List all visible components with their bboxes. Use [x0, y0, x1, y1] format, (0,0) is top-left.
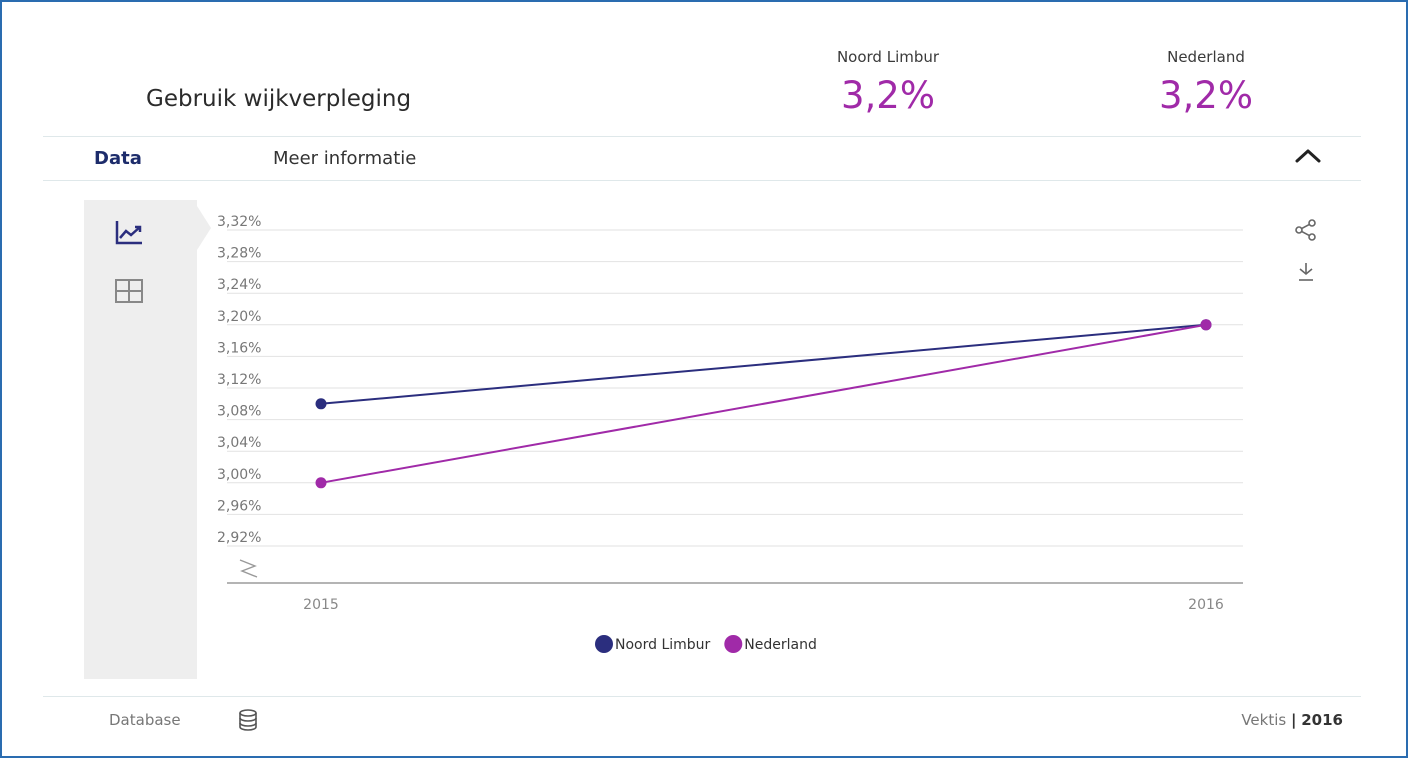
y-tick-label: 3,04% [217, 435, 261, 451]
y-tick-label: 3,16% [217, 340, 261, 356]
y-tick-label: 3,28% [217, 246, 261, 262]
chevron-up-icon[interactable] [1293, 143, 1323, 167]
stat-label: Nederland [1167, 48, 1245, 66]
x-tick-label: 2015 [303, 597, 339, 613]
credit-name: Vektis [1241, 711, 1287, 729]
y-tick-label: 3,08% [217, 404, 261, 420]
legend-swatch [724, 635, 743, 653]
y-tick-label: 3,20% [217, 309, 261, 325]
stat-noord-limbur: Noord Limbur 3,2% [803, 48, 973, 117]
x-tick-label: 2016 [1188, 597, 1224, 613]
share-icon[interactable] [1294, 218, 1318, 242]
stat-nederland: Nederland 3,2% [1121, 48, 1291, 117]
stat-value: 3,2% [1159, 74, 1253, 117]
data-point [315, 477, 327, 489]
y-tick-label: 3,00% [217, 467, 261, 483]
data-point [1200, 319, 1212, 331]
legend-label: Noord Limbur [615, 637, 711, 653]
stat-value: 3,2% [841, 74, 935, 117]
database-icon[interactable] [238, 709, 258, 731]
series-line [320, 323, 1207, 484]
tab-meer-informatie[interactable]: Meer informatie [273, 148, 417, 169]
tab-data[interactable]: Data [94, 148, 142, 169]
y-tick-label: 3,12% [217, 372, 261, 388]
credit-year: 2016 [1301, 711, 1343, 729]
y-tick-label: 2,92% [217, 530, 261, 546]
source-credit: Vektis | 2016 [1241, 711, 1343, 729]
line-chart: 3,32% 3,28% 3,24% 3,20% 3,16% 3,12% 3,08% 3,04%… [217, 214, 1243, 653]
series-line [320, 323, 1207, 405]
stat-label: Noord Limbur [836, 48, 940, 66]
axis-break-icon [239, 559, 258, 578]
download-icon[interactable] [1294, 260, 1318, 284]
card-footer: Database Vektis | 2016 [43, 696, 1361, 735]
credit-separator: | [1290, 711, 1297, 729]
database-label[interactable]: Database [109, 711, 181, 729]
y-tick-label: 3,32% [217, 214, 261, 230]
legend-swatch [595, 635, 613, 653]
indicator-card: Gebruik wijkverpleging Noord Limbur 3,2%… [43, 38, 1361, 734]
page-title: Gebruik wijkverpleging [146, 86, 412, 112]
legend-label: Nederland [744, 637, 817, 653]
y-tick-label: 3,24% [217, 277, 261, 293]
line-chart-icon[interactable] [114, 218, 144, 246]
tab-bar: Data Meer informatie [43, 137, 1361, 181]
active-view-pointer [197, 206, 211, 250]
view-switcher [84, 200, 197, 679]
table-grid-icon[interactable] [114, 277, 144, 305]
data-point [315, 398, 327, 410]
card-header: Gebruik wijkverpleging Noord Limbur 3,2%… [43, 38, 1361, 137]
y-tick-label: 2,96% [217, 498, 261, 514]
